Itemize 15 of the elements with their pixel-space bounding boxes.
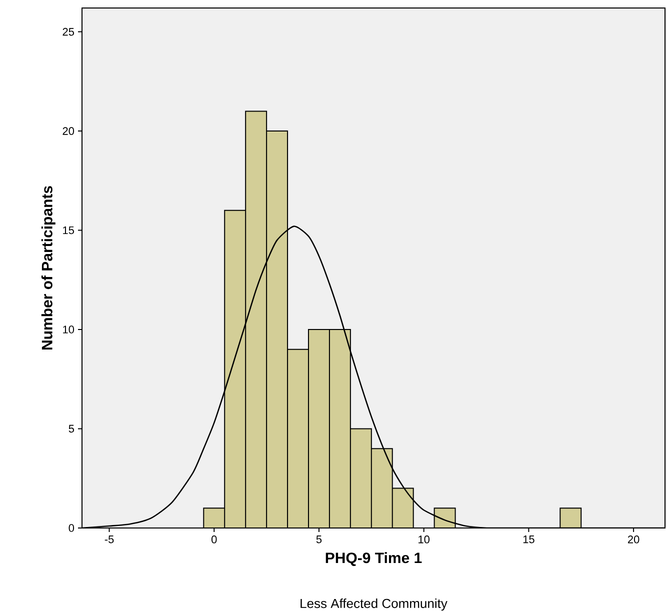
y-tick-label: 5 — [68, 424, 74, 433]
x-tick-label: 5 — [316, 536, 322, 544]
y-tick-label: 0 — [68, 524, 74, 532]
y-axis-title: Number of Participants — [41, 186, 56, 350]
x-tick-label: 0 — [211, 536, 217, 544]
text: Less Affected Community — [300, 598, 448, 611]
y-tick-label: 20 — [62, 127, 74, 135]
x-tick-label: -5 — [104, 536, 114, 544]
x-axis-title: PHQ-9 Time 1 — [326, 552, 422, 566]
x-tick-label: 20 — [628, 536, 640, 544]
y-tick-label: 25 — [62, 28, 74, 36]
x-tick-label: 15 — [523, 536, 534, 544]
y-tick-label: 15 — [63, 226, 74, 234]
y-tick-label: 10 — [63, 326, 74, 334]
x-tick-label: 10 — [418, 536, 430, 544]
